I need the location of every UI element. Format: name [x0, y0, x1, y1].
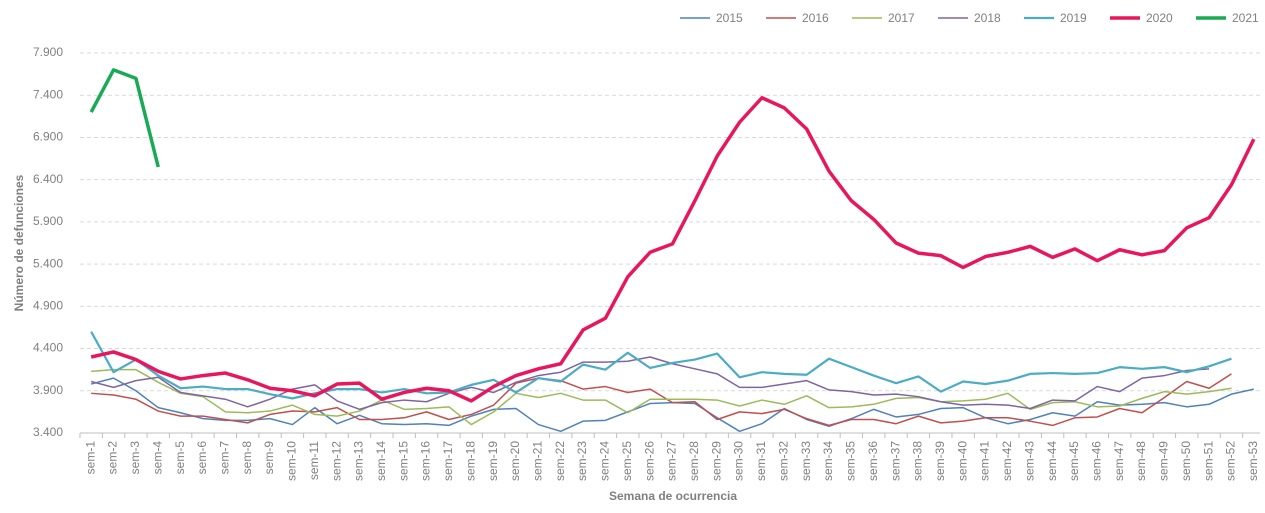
x-tick-label: sem-8: [240, 441, 254, 475]
x-axis-title: Semana de ocurrencia: [609, 489, 737, 503]
x-tick-label: sem-10: [285, 441, 299, 481]
y-tick-label: 3.400: [33, 425, 63, 439]
x-tick-label: sem-12: [329, 441, 343, 481]
x-tick-label: sem-39: [933, 441, 947, 481]
x-tick-label: sem-29: [709, 441, 723, 481]
x-tick-label: sem-47: [1112, 441, 1126, 481]
x-tick-label: sem-11: [307, 441, 321, 480]
x-tick-label: sem-2: [106, 441, 120, 475]
legend-label: 2016: [802, 11, 829, 25]
x-tick-label: sem-28: [687, 441, 701, 481]
y-tick-label: 4.400: [33, 341, 63, 355]
x-tick-label: sem-23: [575, 441, 589, 481]
x-tick-label: sem-48: [1134, 441, 1148, 481]
x-tick-label: sem-24: [598, 441, 612, 481]
x-tick-label: sem-35: [844, 441, 858, 481]
x-tick-label: sem-46: [1089, 441, 1103, 481]
x-tick-label: sem-27: [665, 441, 679, 481]
x-tick-label: sem-22: [553, 441, 567, 481]
x-tick-label: sem-26: [642, 441, 656, 481]
x-tick-label: sem-5: [173, 441, 187, 475]
x-tick-label: sem-38: [911, 441, 925, 481]
x-tick-label: sem-43: [1022, 441, 1036, 481]
x-tick-label: sem-17: [441, 441, 455, 481]
x-tick-label: sem-52: [1224, 441, 1238, 481]
x-tick-label: sem-31: [754, 441, 768, 481]
x-tick-label: sem-6: [195, 441, 209, 475]
x-tick-label: sem-3: [128, 441, 142, 475]
series-line: [89, 68, 160, 168]
y-tick-label: 6.400: [33, 172, 63, 186]
y-tick-label: 7.900: [33, 45, 63, 59]
y-tick-label: 4.900: [33, 299, 63, 313]
legend-label: 2021: [1232, 11, 1259, 25]
y-tick-label: 5.900: [33, 214, 63, 228]
x-tick-label: sem-50: [1179, 441, 1193, 481]
y-tick-label: 5.400: [33, 256, 63, 270]
x-tick-label: sem-15: [396, 441, 410, 481]
y-tick-label: 7.400: [33, 87, 63, 101]
legend-label: 2020: [1146, 11, 1173, 25]
y-tick-label: 6.900: [33, 130, 63, 144]
legend-label: 2017: [888, 11, 915, 25]
x-tick-label: sem-30: [732, 441, 746, 481]
series-line: [91, 368, 1232, 426]
x-tick-label: sem-51: [1201, 441, 1215, 481]
legend-label: 2015: [716, 11, 743, 25]
legend-label: 2019: [1060, 11, 1087, 25]
x-tick-label: sem-37: [888, 441, 902, 481]
x-tick-label: sem-13: [352, 441, 366, 481]
legend-label: 2018: [974, 11, 1001, 25]
x-tick-label: sem-44: [1045, 441, 1059, 481]
x-tick-label: sem-4: [150, 441, 164, 475]
x-tick-label: sem-19: [486, 441, 500, 481]
x-tick-label: sem-40: [955, 441, 969, 481]
x-tick-label: sem-20: [508, 441, 522, 481]
x-tick-label: sem-36: [866, 441, 880, 481]
series-line: [91, 373, 1232, 427]
x-tick-label: sem-7: [218, 441, 232, 475]
x-tick-label: sem-41: [978, 441, 992, 481]
x-tick-label: sem-1: [83, 441, 97, 475]
x-tick-label: sem-49: [1157, 441, 1171, 481]
x-tick-label: sem-53: [1246, 441, 1260, 481]
x-tick-label: sem-32: [776, 441, 790, 481]
series-line: [90, 331, 1232, 400]
x-tick-label: sem-25: [620, 441, 634, 481]
x-tick-label: sem-18: [463, 441, 477, 481]
x-tick-label: sem-34: [821, 441, 835, 481]
x-tick-label: sem-45: [1067, 441, 1081, 481]
x-tick-label: sem-14: [374, 441, 388, 481]
x-tick-label: sem-33: [799, 441, 813, 481]
y-tick-label: 3.900: [33, 383, 63, 397]
x-tick-label: sem-42: [1000, 441, 1014, 481]
x-tick-label: sem-21: [531, 441, 545, 481]
x-tick-label: sem-16: [419, 441, 433, 481]
x-tick-label: sem-9: [262, 441, 276, 475]
y-axis-title: Número de defunciones: [12, 174, 26, 311]
series-line: [90, 96, 1256, 403]
